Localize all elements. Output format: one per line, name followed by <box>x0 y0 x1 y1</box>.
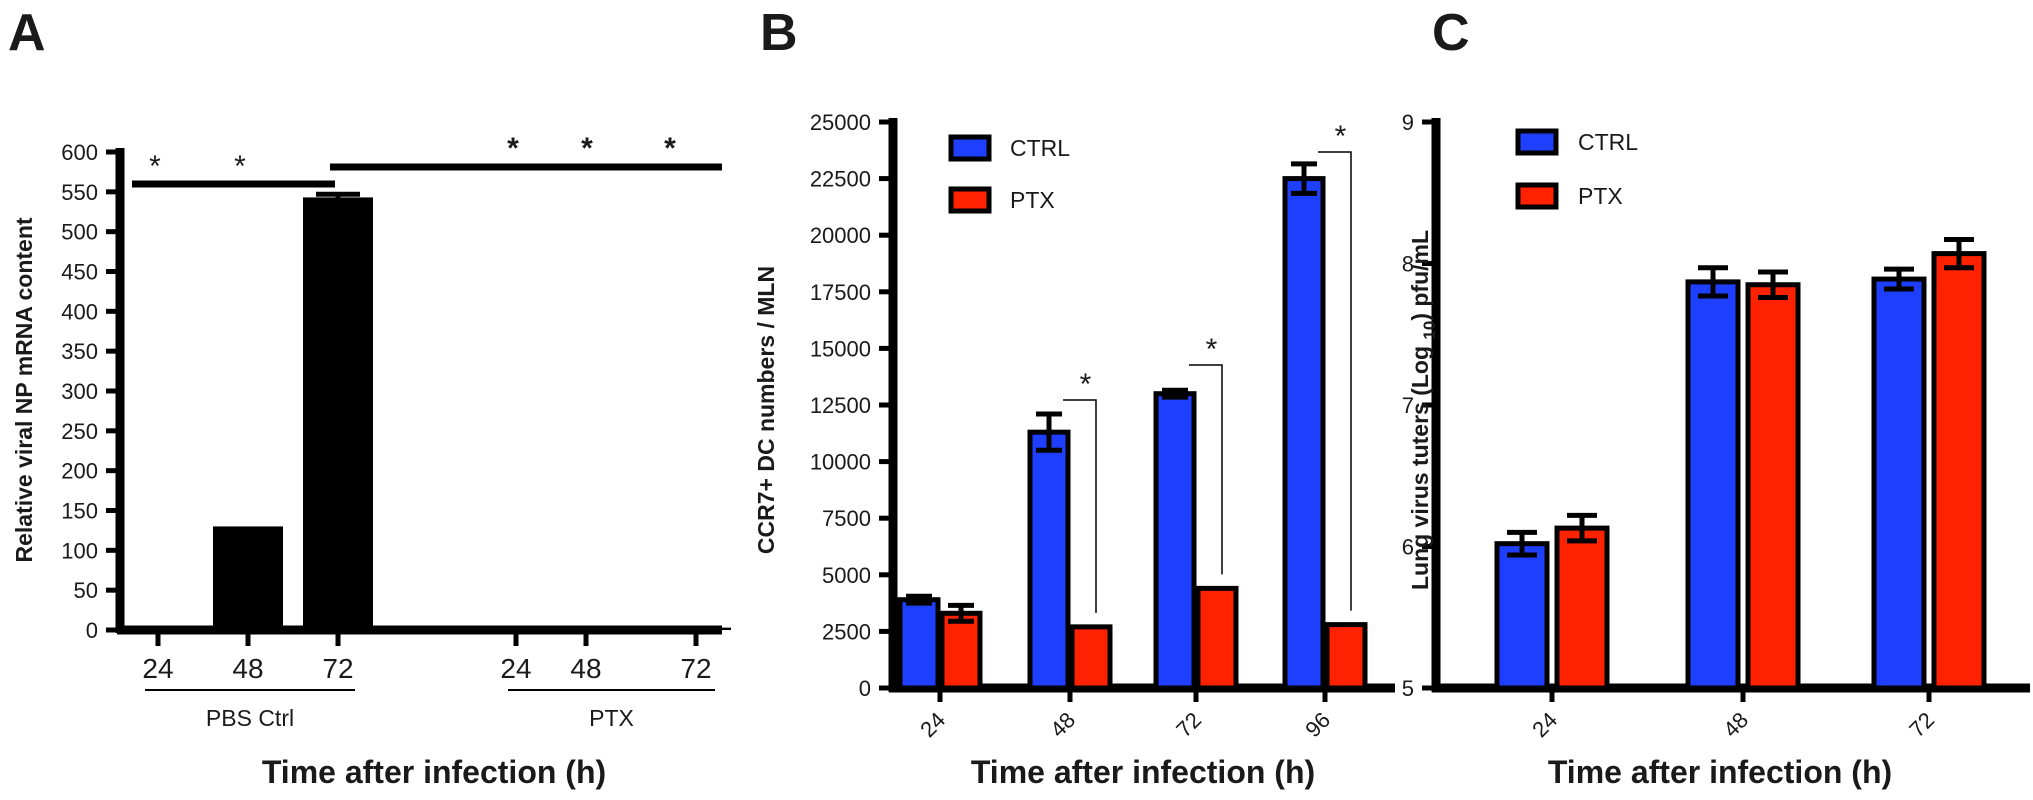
x-tick-label: 72 <box>1171 707 1206 742</box>
panel-a: A 0 50 100 150 200 250 300 350 400 450 500 550 600 24… <box>8 4 731 790</box>
legend-swatch-ptx <box>1515 182 1559 210</box>
bar-ctrl-48 <box>1685 279 1741 691</box>
significance-star: * <box>581 132 593 165</box>
bar-ptx-48 <box>1745 282 1801 691</box>
panel-c: C 5 6 7 8 9 24 48 72 CTRL PTX Lung virus tuters (L… <box>1402 4 2030 790</box>
y-tick-label: 2500 <box>822 619 871 644</box>
legend-label-ptx: PTX <box>1578 183 1623 209</box>
bar-ptx-72 <box>1931 251 1987 691</box>
y-tick-label: 300 <box>61 379 98 404</box>
y-tick-label: 100 <box>61 538 98 563</box>
y-axis-title: Relative viral NP mRNA content <box>11 217 37 562</box>
legend-swatch-ctrl <box>1515 128 1559 156</box>
panel-b: B 0 2500 5000 7500 10000 12500 15000 17500 20000… <box>753 4 1395 790</box>
significance-star: * <box>1335 120 1347 153</box>
significance-bracket <box>1318 151 1352 611</box>
y-tick-label: 0 <box>859 676 871 701</box>
significance-star: * <box>1080 368 1092 401</box>
y-tick-label: 550 <box>61 180 98 205</box>
panel-a-letter: A <box>8 4 46 62</box>
x-axis-title: Time after infection (h) <box>1548 754 1892 790</box>
x-tick-label: 48 <box>232 653 263 684</box>
bar-ctrl-96 <box>1282 176 1326 691</box>
legend-label-ptx: PTX <box>1010 187 1055 213</box>
bar-ptx-72 <box>1195 585 1239 691</box>
y-tick-label: 8 <box>1402 252 1414 277</box>
x-tick-label: 72 <box>1904 707 1939 742</box>
y-tick-label: 20000 <box>810 223 871 248</box>
x-tick-label: 48 <box>1045 707 1080 742</box>
y-tick-label: 10000 <box>810 450 871 475</box>
y-tick-label: 17500 <box>810 280 871 305</box>
significance-star: * <box>1206 333 1218 366</box>
x-tick-label: 24 <box>1527 707 1562 742</box>
significance-star: * <box>664 132 676 165</box>
legend-swatch-ptx <box>948 186 992 214</box>
y-tick-label: 500 <box>61 220 98 245</box>
x-tick-label: 72 <box>322 653 353 684</box>
y-tick-label: 150 <box>61 499 98 524</box>
bar-ctrl-24 <box>897 597 941 691</box>
x-tick-label: 24 <box>142 653 173 684</box>
bar-ctrl-48 <box>1027 429 1071 691</box>
y-axis-title: Lung virus tuters (Log 10) pfu/mL <box>1407 230 1439 590</box>
x-axis-title: Time after infection (h) <box>971 754 1315 790</box>
x-tick-label: 24 <box>500 653 531 684</box>
significance-bracket <box>1063 399 1097 613</box>
y-tick-label: 50 <box>74 578 98 603</box>
x-tick-label: 48 <box>1718 707 1753 742</box>
legend-swatch-ctrl <box>948 134 992 162</box>
bar-ptx-24 <box>1554 525 1610 691</box>
y-tick-label: 250 <box>61 419 98 444</box>
x-tick-label: 48 <box>570 653 601 684</box>
bar-pbs-72 <box>303 197 373 630</box>
significance-star: * <box>234 150 246 183</box>
legend-label-ctrl: CTRL <box>1578 129 1638 155</box>
significance-star: * <box>149 150 161 183</box>
y-tick-label: 200 <box>61 459 98 484</box>
group-label: PBS Ctrl <box>206 705 294 731</box>
group-label: PTX <box>589 705 634 731</box>
y-tick-label: 450 <box>61 260 98 285</box>
bar-ptx-96 <box>1324 622 1368 691</box>
significance-star: * <box>507 132 519 165</box>
y-tick-label: 5000 <box>822 563 871 588</box>
x-tick-label: 72 <box>680 653 711 684</box>
y-tick-label: 0 <box>86 618 98 643</box>
y-tick-label: 7500 <box>822 506 871 531</box>
bar-ptx-24 <box>939 610 983 691</box>
panel-c-letter: C <box>1432 4 1470 62</box>
y-tick-label: 600 <box>61 140 98 165</box>
y-tick-label: 25000 <box>810 110 871 135</box>
bar-ptx-48 <box>1069 624 1113 691</box>
y-tick-label: 12500 <box>810 393 871 418</box>
bar-ctrl-72 <box>1153 391 1197 691</box>
y-tick-label: 350 <box>61 339 98 364</box>
bar-ctrl-72 <box>1871 276 1927 691</box>
y-tick-label: 5 <box>1402 676 1414 701</box>
y-tick-label: 7 <box>1402 393 1414 418</box>
y-tick-label: 15000 <box>810 336 871 361</box>
bar-ctrl-24 <box>1494 541 1550 691</box>
x-tick-label: 96 <box>1300 707 1335 742</box>
significance-bracket <box>1189 364 1223 575</box>
y-tick-label: 400 <box>61 299 98 324</box>
y-tick-label: 6 <box>1402 535 1414 560</box>
bar-pbs-48 <box>213 526 283 630</box>
panel-b-letter: B <box>760 4 798 62</box>
x-tick-label: 24 <box>915 707 950 742</box>
bar-ptx-48 <box>551 628 621 630</box>
y-axis-title: CCR7+ DC numbers / MLN <box>753 266 779 554</box>
legend-label-ctrl: CTRL <box>1010 135 1070 161</box>
bar-ptx-72 <box>661 627 731 630</box>
y-tick-label: 22500 <box>810 167 871 192</box>
y-tick-label: 9 <box>1402 110 1414 135</box>
x-axis-title: Time after infection (h) <box>262 754 606 790</box>
